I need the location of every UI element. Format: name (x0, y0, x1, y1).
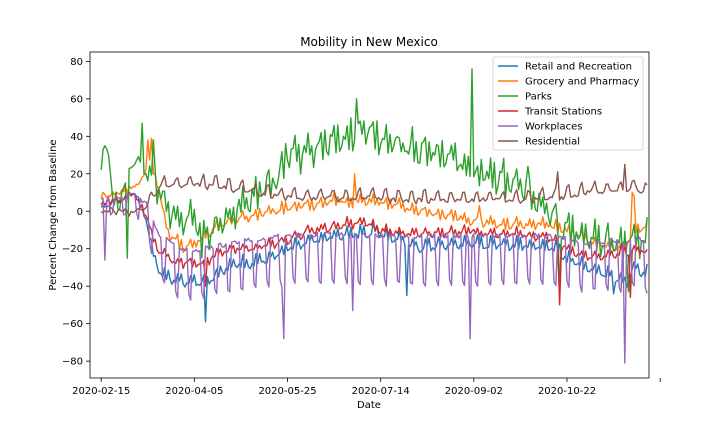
y-tick-label: −60 (62, 319, 83, 330)
chart-title: Mobility in New Mexico (300, 35, 438, 49)
x-tick-label: 2020-02-15 (72, 386, 130, 397)
y-tick-label: −20 (62, 244, 83, 255)
y-tick-label: 80 (70, 57, 83, 68)
y-tick-label: 40 (70, 132, 83, 143)
x-axis-label: Date (357, 400, 381, 411)
y-axis-label: Percent Change from Baseline (48, 139, 59, 290)
series-line-grocery-and-pharmacy (100, 137, 648, 254)
legend-label: Workplaces (525, 122, 582, 133)
y-tick-label: 20 (70, 169, 83, 180)
series-line-workplaces (100, 192, 648, 364)
y-tick-label: 0 (77, 207, 83, 218)
x-tick-label: 2020-05-25 (258, 386, 316, 397)
y-tick-label: −80 (62, 357, 83, 368)
x-axis: 2020-02-15 2020-04-05 2020-05-25 2020-07-14… (72, 378, 661, 397)
legend-label: Retail and Recreation (525, 62, 632, 73)
legend: Retail and Recreation Grocery and Pharmac… (492, 56, 644, 151)
series-line-parks (100, 68, 648, 293)
legend-label: Transit Stations (524, 107, 602, 118)
legend-box (492, 56, 644, 151)
y-tick-label: −40 (62, 282, 83, 293)
legend-label: Parks (525, 92, 552, 103)
x-tick-label: 2020-07-14 (352, 386, 410, 397)
plot-frame (89, 51, 650, 379)
x-tick-label: 2020-09-02 (445, 386, 503, 397)
legend-label: Grocery and Pharmacy (525, 77, 639, 88)
series-line-residential (100, 163, 648, 217)
legend-label: Residential (525, 137, 580, 148)
x-tick-label: 2020-10-22 (538, 386, 596, 397)
y-axis: 80 60 40 20 0 −20 −40 −60 −80 (62, 57, 90, 368)
y-tick-label: 60 (70, 94, 83, 105)
series-layer (100, 68, 648, 364)
x-tick-label: 2020-04-05 (165, 386, 223, 397)
